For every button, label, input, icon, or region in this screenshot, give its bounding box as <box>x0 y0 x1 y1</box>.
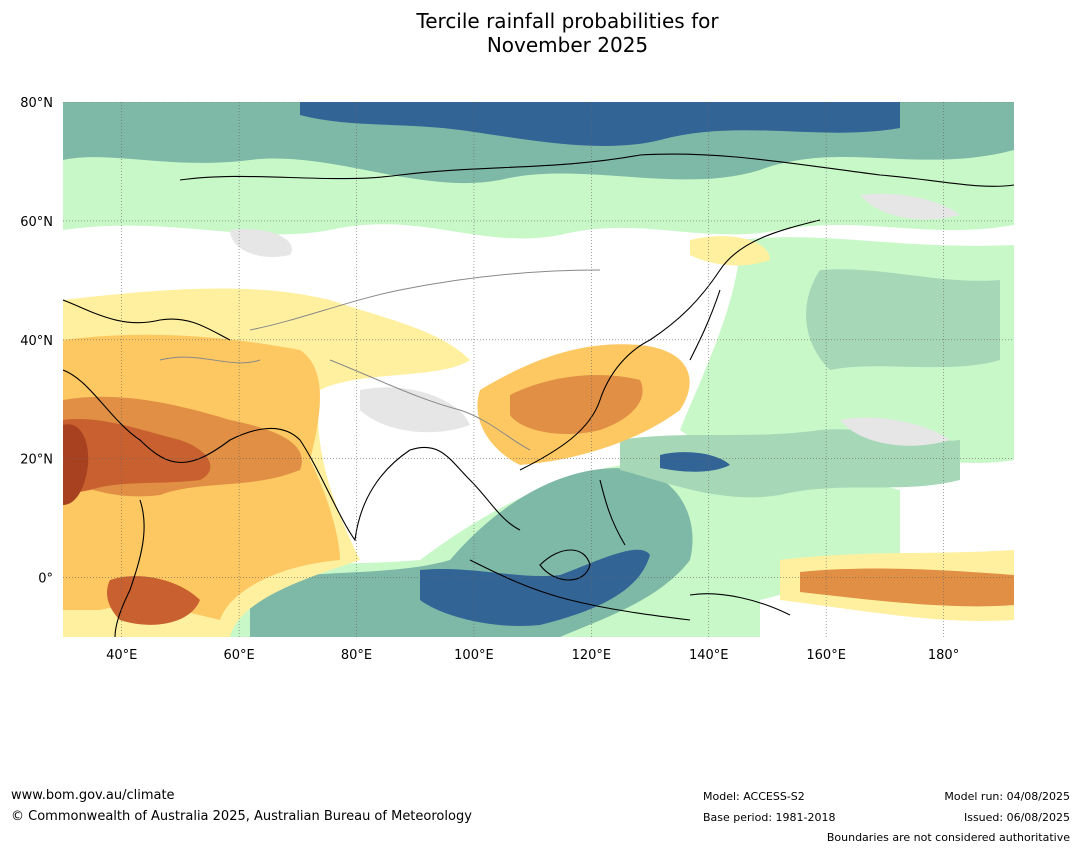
website-text[interactable]: www.bom.gov.au/climate <box>11 788 175 803</box>
coastline-mediterranean <box>63 299 231 341</box>
gridlines <box>63 102 1014 637</box>
lon-tick-label: 160°E <box>806 648 846 663</box>
above-tropical-pacific <box>620 429 960 498</box>
near-patch-pacific <box>840 417 950 446</box>
lat-tick-label: 40°N <box>20 334 53 349</box>
near-patch-central-asia <box>230 229 292 258</box>
lat-tick-label: 60°N <box>20 215 53 230</box>
lon-tick-label: 120°E <box>572 648 612 663</box>
model-run-text: Model run: 04/08/2025 <box>944 790 1070 803</box>
below-arabia-peak <box>63 419 211 495</box>
border-south-asia <box>329 359 531 451</box>
lat-tick-label: 0° <box>38 572 53 587</box>
boundaries-text: Boundaries are not considered authoritat… <box>826 831 1070 844</box>
lon-tick-label: 100°E <box>454 648 494 663</box>
near-patch-siberia <box>860 193 960 220</box>
probability-map: 80°N 60°N 40°N 20°N 0° 40°E 60°E 80°E 100°E 120°… <box>20 96 1014 663</box>
lon-tick-label: 180° <box>928 648 959 663</box>
lat-tick-label: 80°N <box>20 96 53 111</box>
coastline-japan <box>689 289 721 361</box>
lon-tick-label: 80°E <box>341 648 372 663</box>
coastline-borneo <box>539 549 591 581</box>
title-line-2: November 2025 <box>486 33 649 57</box>
coastline-new-guinea <box>689 593 791 616</box>
above-north-pacific-teal <box>806 269 1000 370</box>
issued-text: Issued: 06/08/2025 <box>963 811 1070 824</box>
title-line-1: Tercile rainfall probabilities for <box>416 9 719 33</box>
copyright-text: © Commonwealth of Australia 2025, Austra… <box>11 809 472 824</box>
latitude-ticks: 80°N 60°N 40°N 20°N 0° <box>20 96 53 587</box>
coastline-philippines <box>599 479 626 546</box>
longitude-ticks: 40°E 60°E 80°E 100°E 120°E 140°E 160°E 180° <box>106 648 959 663</box>
coastlines <box>63 153 1014 637</box>
map-plot-area <box>63 102 1014 637</box>
above-maritime-blue <box>420 549 650 626</box>
base-period-text: Base period: 1981-2018 <box>703 811 836 824</box>
below-horn-africa <box>63 424 89 505</box>
below-equatorial-pacific-orange <box>800 568 1014 607</box>
above-arctic-core <box>300 102 900 146</box>
coastline-siberia <box>179 153 1014 187</box>
coastline-east-asia <box>519 219 821 471</box>
lon-tick-label: 60°E <box>223 648 254 663</box>
map-title: Tercile rainfall probabilities for Novem… <box>0 9 1081 57</box>
above-west-pacific-blue <box>660 452 730 472</box>
coastline-arabia-india <box>63 369 521 542</box>
lat-tick-label: 20°N <box>20 453 53 468</box>
coastline-maritime-sc <box>469 559 691 621</box>
border-central-asia <box>249 269 601 331</box>
near-patch-himalaya <box>360 387 470 433</box>
below-china-core <box>510 375 643 435</box>
country-borders <box>159 269 601 451</box>
lon-tick-label: 140°E <box>689 648 729 663</box>
coastline-africa-east <box>114 499 145 637</box>
border-middle-east <box>159 356 261 364</box>
model-text: Model: ACCESS-S2 <box>703 790 805 803</box>
lon-tick-label: 40°E <box>106 648 137 663</box>
